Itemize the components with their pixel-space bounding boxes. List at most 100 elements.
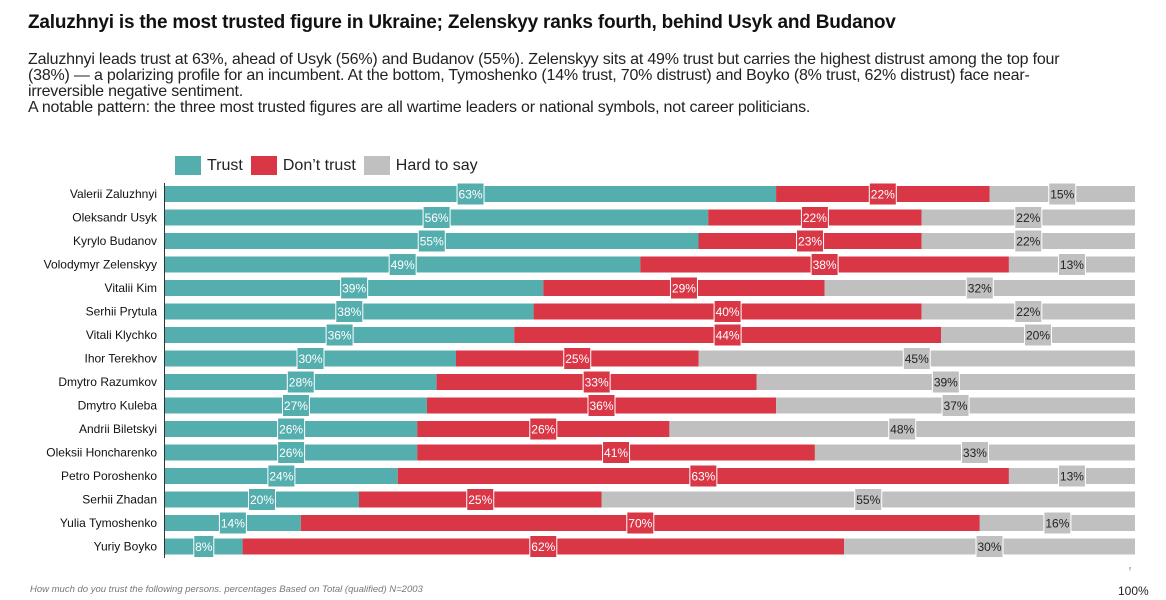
legend-label-hard-to-say: Hard to say <box>395 156 478 174</box>
data-label-box <box>669 276 698 300</box>
category-label: Petro Poroshenko <box>61 469 157 483</box>
data-label-box <box>800 206 829 229</box>
data-label-hard-to-say: 45% <box>905 352 929 366</box>
data-label-dont-trust: 63% <box>691 470 715 484</box>
legend-item-trust: Trust <box>175 156 243 175</box>
category-label: Ihor Terekhov <box>85 352 158 366</box>
data-label-box <box>960 441 989 464</box>
bar-row: Oleksii Honcharenko 26% 41% 33% <box>46 441 1135 464</box>
data-label-hard-to-say: 48% <box>890 423 914 437</box>
category-label: Volodymyr Zelenskyy <box>44 258 157 272</box>
data-label-dont-trust: 23% <box>798 235 822 249</box>
data-label-dont-trust: 29% <box>672 282 696 296</box>
data-label-trust: 49% <box>391 258 415 272</box>
data-label-box <box>218 511 247 535</box>
data-label-box <box>1014 300 1043 323</box>
subtitle-line: Zaluzhnyi leads trust at 63%, ahead of U… <box>28 51 1060 68</box>
data-label-box <box>713 323 742 347</box>
data-label-hard-to-say: 13% <box>1060 470 1084 484</box>
data-label-box <box>563 347 592 370</box>
chart-title: Zaluzhnyi is the most trusted figure in … <box>28 12 896 33</box>
data-label-box <box>1014 229 1043 253</box>
chart-legend: Trust Don’t trust Hard to say <box>175 156 486 175</box>
data-label-box <box>965 276 994 300</box>
data-label-hard-to-say: 16% <box>1045 517 1069 531</box>
category-label: Vitali Klychko <box>86 328 157 342</box>
data-label-trust: 39% <box>342 282 366 296</box>
bar-row: Ihor Terekhov 30% 25% 45% <box>85 347 1135 370</box>
data-label-box <box>277 417 306 441</box>
data-label-hard-to-say: 13% <box>1060 258 1084 272</box>
data-label-box <box>325 323 354 347</box>
data-label-hard-to-say: 32% <box>968 282 992 296</box>
data-label-box <box>456 182 485 206</box>
bar-row: Vitali Klychko 36% 44% 20% <box>86 323 1135 347</box>
data-label-dont-trust: 33% <box>585 376 609 390</box>
data-label-dont-trust: 62% <box>531 540 555 554</box>
data-label-box <box>529 535 558 558</box>
bar-row: Serhii Prytula 38% 40% 22% <box>86 300 1135 323</box>
bar-row: Yulia Tymoshenko 14% 70% 16% <box>60 511 1135 535</box>
data-label-dont-trust: 40% <box>716 305 740 319</box>
data-label-trust: 26% <box>279 446 303 460</box>
bar-row: Andrii Biletskyi 26% 26% 48% <box>79 417 1135 441</box>
subtitle-line: A notable pattern: the three most truste… <box>28 99 811 116</box>
bar-row: Volodymyr Zelenskyy 49% 38% 13% <box>44 253 1135 276</box>
data-label-dont-trust: 26% <box>531 423 555 437</box>
category-label: Dmytro Razumkov <box>58 375 157 389</box>
bar-row: Yuriy Boyko 8% 62% 30% <box>94 535 1135 558</box>
data-label-hard-to-say: 55% <box>856 493 880 507</box>
data-label-box <box>340 276 369 300</box>
category-label: Valerii Zaluzhnyi <box>70 187 157 201</box>
category-label: Dmytro Kuleba <box>78 399 158 413</box>
data-label-dont-trust: 36% <box>589 399 613 413</box>
data-label-trust: 55% <box>420 235 444 249</box>
chart-footnote: How much do you trust the following pers… <box>30 584 423 595</box>
data-label-dont-trust: 22% <box>871 188 895 202</box>
data-label-box <box>689 464 718 488</box>
category-label: Oleksandr Usyk <box>72 211 158 225</box>
data-label-box <box>417 229 446 253</box>
bar-row: Oleksandr Usyk 56% 22% 22% <box>72 206 1135 229</box>
category-label: Oleksii Honcharenko <box>46 446 157 460</box>
data-label-dont-trust: 38% <box>813 258 837 272</box>
data-label-box <box>1024 323 1052 347</box>
category-label: Vitalii Kim <box>105 281 157 295</box>
category-label: Yulia Tymoshenko <box>60 516 157 530</box>
data-label-box <box>193 535 215 558</box>
category-label: Serhii Zhadan <box>82 493 157 507</box>
data-label-box <box>1014 206 1043 229</box>
data-label-trust: 20% <box>250 493 274 507</box>
axis-end-arrow-icon <box>1129 567 1131 571</box>
data-label-box <box>888 417 917 441</box>
data-label-hard-to-say: 33% <box>963 446 987 460</box>
data-label-box <box>1057 464 1086 488</box>
data-label-hard-to-say: 37% <box>944 399 968 413</box>
category-label: Serhii Prytula <box>86 305 158 319</box>
data-label-trust: 26% <box>279 423 303 437</box>
data-label-hard-to-say: 39% <box>934 376 958 390</box>
data-label-trust: 63% <box>459 188 483 202</box>
bar-row: Kyrylo Budanov 55% 23% 22% <box>73 229 1135 253</box>
legend-swatch-dont-trust <box>250 156 277 175</box>
data-label-box <box>267 464 296 488</box>
legend-swatch-trust <box>175 156 201 175</box>
data-label-box <box>248 488 276 511</box>
data-label-trust: 38% <box>337 305 361 319</box>
data-label-dont-trust: 25% <box>565 352 589 366</box>
bar-row: Valerii Zaluzhnyi 63% 22% 15% <box>70 182 1135 206</box>
data-label-box <box>422 206 451 229</box>
data-label-box <box>286 370 315 394</box>
data-label-dont-trust: 22% <box>803 211 827 225</box>
subtitle-line: (38%) — a polarizing profile for an incu… <box>28 67 1030 84</box>
data-label-box <box>602 441 631 464</box>
data-label-box <box>941 394 970 417</box>
data-label-trust: 24% <box>269 470 293 484</box>
legend-label-dont-trust: Don’t trust <box>282 156 356 174</box>
category-label: Andrii Biletskyi <box>79 422 157 436</box>
data-label-trust: 28% <box>289 376 313 390</box>
data-label-hard-to-say: 22% <box>1016 235 1040 249</box>
data-label-box <box>868 182 897 206</box>
data-label-box <box>713 300 742 323</box>
